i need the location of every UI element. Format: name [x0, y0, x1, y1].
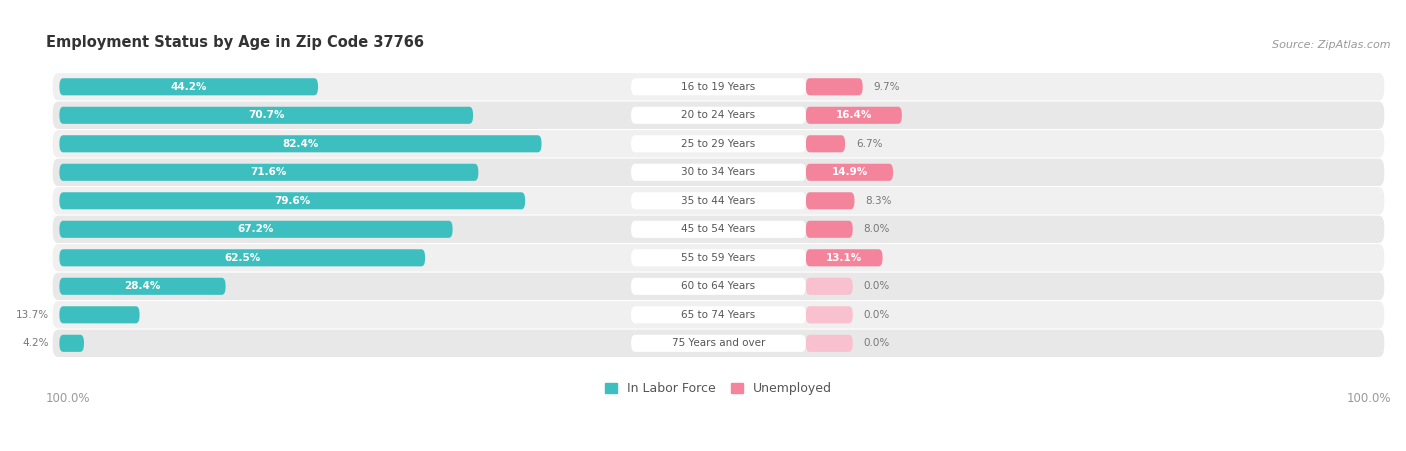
Text: 62.5%: 62.5% [224, 253, 260, 263]
Text: Employment Status by Age in Zip Code 37766: Employment Status by Age in Zip Code 377… [46, 36, 425, 51]
Text: 16.4%: 16.4% [835, 110, 872, 120]
Text: 71.6%: 71.6% [250, 167, 287, 177]
FancyBboxPatch shape [52, 216, 1385, 243]
FancyBboxPatch shape [806, 278, 852, 295]
FancyBboxPatch shape [59, 192, 524, 209]
FancyBboxPatch shape [52, 244, 1385, 272]
Text: 14.9%: 14.9% [831, 167, 868, 177]
FancyBboxPatch shape [59, 249, 425, 267]
Text: 82.4%: 82.4% [283, 139, 319, 149]
Text: 67.2%: 67.2% [238, 224, 274, 235]
FancyBboxPatch shape [631, 249, 806, 267]
Text: 20 to 24 Years: 20 to 24 Years [682, 110, 755, 120]
Text: 44.2%: 44.2% [170, 82, 207, 92]
FancyBboxPatch shape [631, 192, 806, 209]
Text: 13.1%: 13.1% [827, 253, 862, 263]
Text: 0.0%: 0.0% [863, 310, 890, 320]
Text: 75 Years and over: 75 Years and over [672, 338, 765, 348]
FancyBboxPatch shape [631, 78, 806, 95]
FancyBboxPatch shape [806, 221, 852, 238]
Text: 35 to 44 Years: 35 to 44 Years [682, 196, 755, 206]
FancyBboxPatch shape [59, 107, 472, 124]
FancyBboxPatch shape [631, 306, 806, 323]
FancyBboxPatch shape [631, 135, 806, 152]
FancyBboxPatch shape [806, 335, 852, 352]
Text: 100.0%: 100.0% [1347, 391, 1391, 405]
FancyBboxPatch shape [631, 278, 806, 295]
Text: 30 to 34 Years: 30 to 34 Years [682, 167, 755, 177]
Text: 16 to 19 Years: 16 to 19 Years [682, 82, 755, 92]
FancyBboxPatch shape [59, 78, 318, 95]
Text: 13.7%: 13.7% [15, 310, 49, 320]
FancyBboxPatch shape [806, 107, 901, 124]
FancyBboxPatch shape [59, 221, 453, 238]
FancyBboxPatch shape [52, 187, 1385, 215]
FancyBboxPatch shape [52, 330, 1385, 357]
FancyBboxPatch shape [52, 159, 1385, 186]
FancyBboxPatch shape [631, 221, 806, 238]
Text: 0.0%: 0.0% [863, 281, 890, 291]
Text: 8.3%: 8.3% [865, 196, 891, 206]
FancyBboxPatch shape [52, 130, 1385, 157]
Text: 8.0%: 8.0% [863, 224, 890, 235]
FancyBboxPatch shape [806, 192, 855, 209]
FancyBboxPatch shape [52, 101, 1385, 129]
FancyBboxPatch shape [59, 335, 84, 352]
FancyBboxPatch shape [59, 278, 225, 295]
FancyBboxPatch shape [59, 164, 478, 181]
Text: 6.7%: 6.7% [856, 139, 883, 149]
Legend: In Labor Force, Unemployed: In Labor Force, Unemployed [599, 377, 838, 400]
FancyBboxPatch shape [52, 301, 1385, 328]
Text: 28.4%: 28.4% [124, 281, 160, 291]
FancyBboxPatch shape [52, 73, 1385, 101]
Text: Source: ZipAtlas.com: Source: ZipAtlas.com [1272, 41, 1391, 51]
Text: 9.7%: 9.7% [873, 82, 900, 92]
FancyBboxPatch shape [631, 164, 806, 181]
Text: 55 to 59 Years: 55 to 59 Years [682, 253, 755, 263]
Text: 4.2%: 4.2% [22, 338, 49, 348]
Text: 70.7%: 70.7% [247, 110, 284, 120]
Text: 0.0%: 0.0% [863, 338, 890, 348]
Text: 79.6%: 79.6% [274, 196, 311, 206]
FancyBboxPatch shape [59, 135, 541, 152]
Text: 65 to 74 Years: 65 to 74 Years [682, 310, 755, 320]
FancyBboxPatch shape [59, 306, 139, 323]
FancyBboxPatch shape [806, 164, 893, 181]
Text: 45 to 54 Years: 45 to 54 Years [682, 224, 755, 235]
FancyBboxPatch shape [631, 107, 806, 124]
FancyBboxPatch shape [806, 249, 883, 267]
FancyBboxPatch shape [806, 135, 845, 152]
Text: 100.0%: 100.0% [46, 391, 90, 405]
FancyBboxPatch shape [806, 78, 863, 95]
Text: 25 to 29 Years: 25 to 29 Years [682, 139, 755, 149]
FancyBboxPatch shape [806, 306, 852, 323]
FancyBboxPatch shape [631, 335, 806, 352]
FancyBboxPatch shape [52, 272, 1385, 300]
Text: 60 to 64 Years: 60 to 64 Years [682, 281, 755, 291]
